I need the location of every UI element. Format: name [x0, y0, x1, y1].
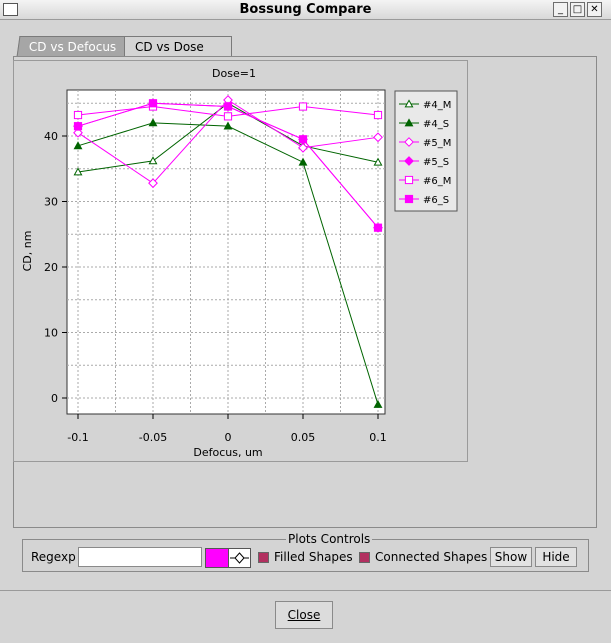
maximize-icon[interactable]: □	[570, 2, 585, 17]
data-point	[298, 157, 308, 166]
tab-cd-vs-dose[interactable]: CD vs Dose	[124, 36, 232, 57]
data-point	[73, 127, 83, 138]
minimize-icon[interactable]: _	[553, 2, 568, 17]
data-point	[298, 102, 308, 111]
data-point	[223, 102, 233, 111]
x-tick-label: -0.1	[67, 431, 88, 444]
y-tick-label: 20	[44, 261, 58, 274]
legend-marker	[404, 175, 414, 185]
tab-label: CD vs Dose	[135, 40, 204, 54]
show-button[interactable]: Show	[490, 547, 532, 567]
title-bar: Bossung Compare _ □ ✕	[0, 0, 611, 20]
data-point	[148, 118, 158, 127]
regexp-input[interactable]	[78, 547, 202, 567]
data-point	[73, 122, 83, 131]
data-point	[148, 156, 158, 165]
data-point	[373, 399, 383, 408]
legend-label: #5_S	[423, 157, 449, 168]
data-point	[373, 110, 383, 120]
y-tick-label: 40	[44, 130, 58, 143]
legend-marker	[404, 99, 414, 108]
legend-marker	[404, 194, 414, 204]
x-tick-label: 0.1	[369, 431, 387, 444]
x-tick-label: -0.05	[139, 431, 167, 444]
data-point	[373, 157, 383, 166]
data-point	[373, 223, 383, 232]
chart-title: Dose=1	[212, 67, 256, 80]
legend-marker	[404, 118, 414, 127]
data-point	[148, 99, 158, 108]
close-button[interactable]: Close	[275, 601, 333, 629]
data-point	[73, 110, 83, 120]
plot-area	[66, 89, 386, 415]
y-tick-label: 0	[51, 392, 58, 405]
hide-button[interactable]: Hide	[535, 547, 577, 567]
window-title: Bossung Compare	[239, 2, 372, 17]
close-icon[interactable]: ✕	[587, 2, 602, 17]
regexp-label: Regexp	[31, 550, 76, 564]
data-point	[373, 132, 383, 143]
filled-shapes-label: Filled Shapes	[274, 550, 353, 564]
legend-marker	[404, 137, 414, 147]
x-axis-label: Defocus, um	[193, 446, 262, 459]
data-point	[298, 135, 308, 144]
connected-shapes-label: Connected Shapes	[375, 550, 488, 564]
legend-label: #4_M	[423, 100, 451, 111]
legend-box	[394, 90, 458, 212]
legend-label: #5_M	[423, 138, 451, 149]
marker-shape-button[interactable]	[228, 548, 251, 568]
legend-label: #4_S	[423, 119, 449, 130]
connected-shapes-checkbox[interactable]	[359, 552, 370, 563]
legend-marker	[404, 156, 414, 166]
filled-shapes-checkbox[interactable]	[258, 552, 269, 563]
data-point	[73, 167, 83, 176]
plots-controls-group: Plots Controls Regexp Filled Shapes Conn…	[22, 532, 589, 572]
legend-label: #6_M	[423, 176, 451, 187]
y-tick-label: 30	[44, 196, 58, 209]
legend-label: #6_S	[423, 195, 449, 206]
color-picker-button[interactable]	[205, 548, 229, 568]
data-point	[73, 141, 83, 150]
data-point	[298, 142, 308, 153]
x-tick-label: 0.05	[291, 431, 316, 444]
data-point	[223, 121, 233, 130]
window-menu-icon[interactable]	[3, 3, 18, 16]
separator	[0, 590, 611, 591]
y-axis-label: CD, nm	[21, 231, 34, 272]
data-point	[223, 112, 233, 121]
plots-controls-legend: Plots Controls	[286, 532, 373, 546]
y-tick-label: 10	[44, 327, 58, 340]
x-tick-label: 0	[225, 431, 232, 444]
diamond-marker-icon	[230, 552, 249, 564]
data-point	[148, 178, 158, 189]
